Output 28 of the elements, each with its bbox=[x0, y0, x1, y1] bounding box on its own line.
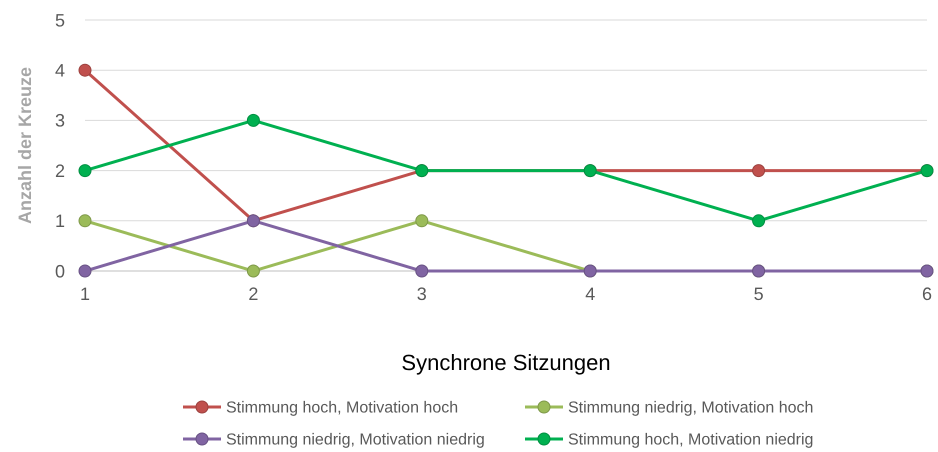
legend-label: Stimmung niedrig, Motivation hoch bbox=[568, 400, 814, 417]
legend-label: Stimmung niedrig, Motivation niedrig bbox=[226, 432, 485, 449]
x-tick-label: 2 bbox=[248, 284, 258, 304]
point bbox=[415, 214, 428, 228]
point bbox=[78, 164, 92, 178]
y-tick-label: 1 bbox=[54, 211, 65, 232]
point bbox=[78, 64, 92, 77]
y-tick-label: 4 bbox=[54, 60, 65, 80]
legend-label: Stimmung hoch, Motivation niedrig bbox=[568, 432, 814, 449]
x-tick-label: 1 bbox=[80, 284, 90, 304]
x-tick-label: 5 bbox=[754, 284, 764, 304]
point bbox=[78, 214, 92, 228]
y-tick-label: 3 bbox=[54, 110, 65, 131]
x-tick-label: 4 bbox=[585, 284, 596, 304]
x-axis-title: Synchrone Sitzungen bbox=[401, 350, 611, 375]
legend-label: Stimmung hoch, Motivation hoch bbox=[226, 400, 458, 417]
y-tick-label: 5 bbox=[54, 10, 65, 30]
x-tick-label: 6 bbox=[922, 284, 932, 304]
y-tick-label: 0 bbox=[54, 261, 65, 282]
y-tick-label: 2 bbox=[54, 160, 65, 181]
point bbox=[78, 264, 92, 278]
point bbox=[246, 114, 260, 127]
y-axis-title: Anzahl der Kreuze bbox=[15, 66, 35, 224]
x-tick-label: 3 bbox=[416, 284, 427, 304]
point bbox=[246, 264, 260, 278]
point bbox=[752, 214, 766, 228]
point bbox=[752, 164, 766, 178]
point bbox=[415, 264, 428, 278]
